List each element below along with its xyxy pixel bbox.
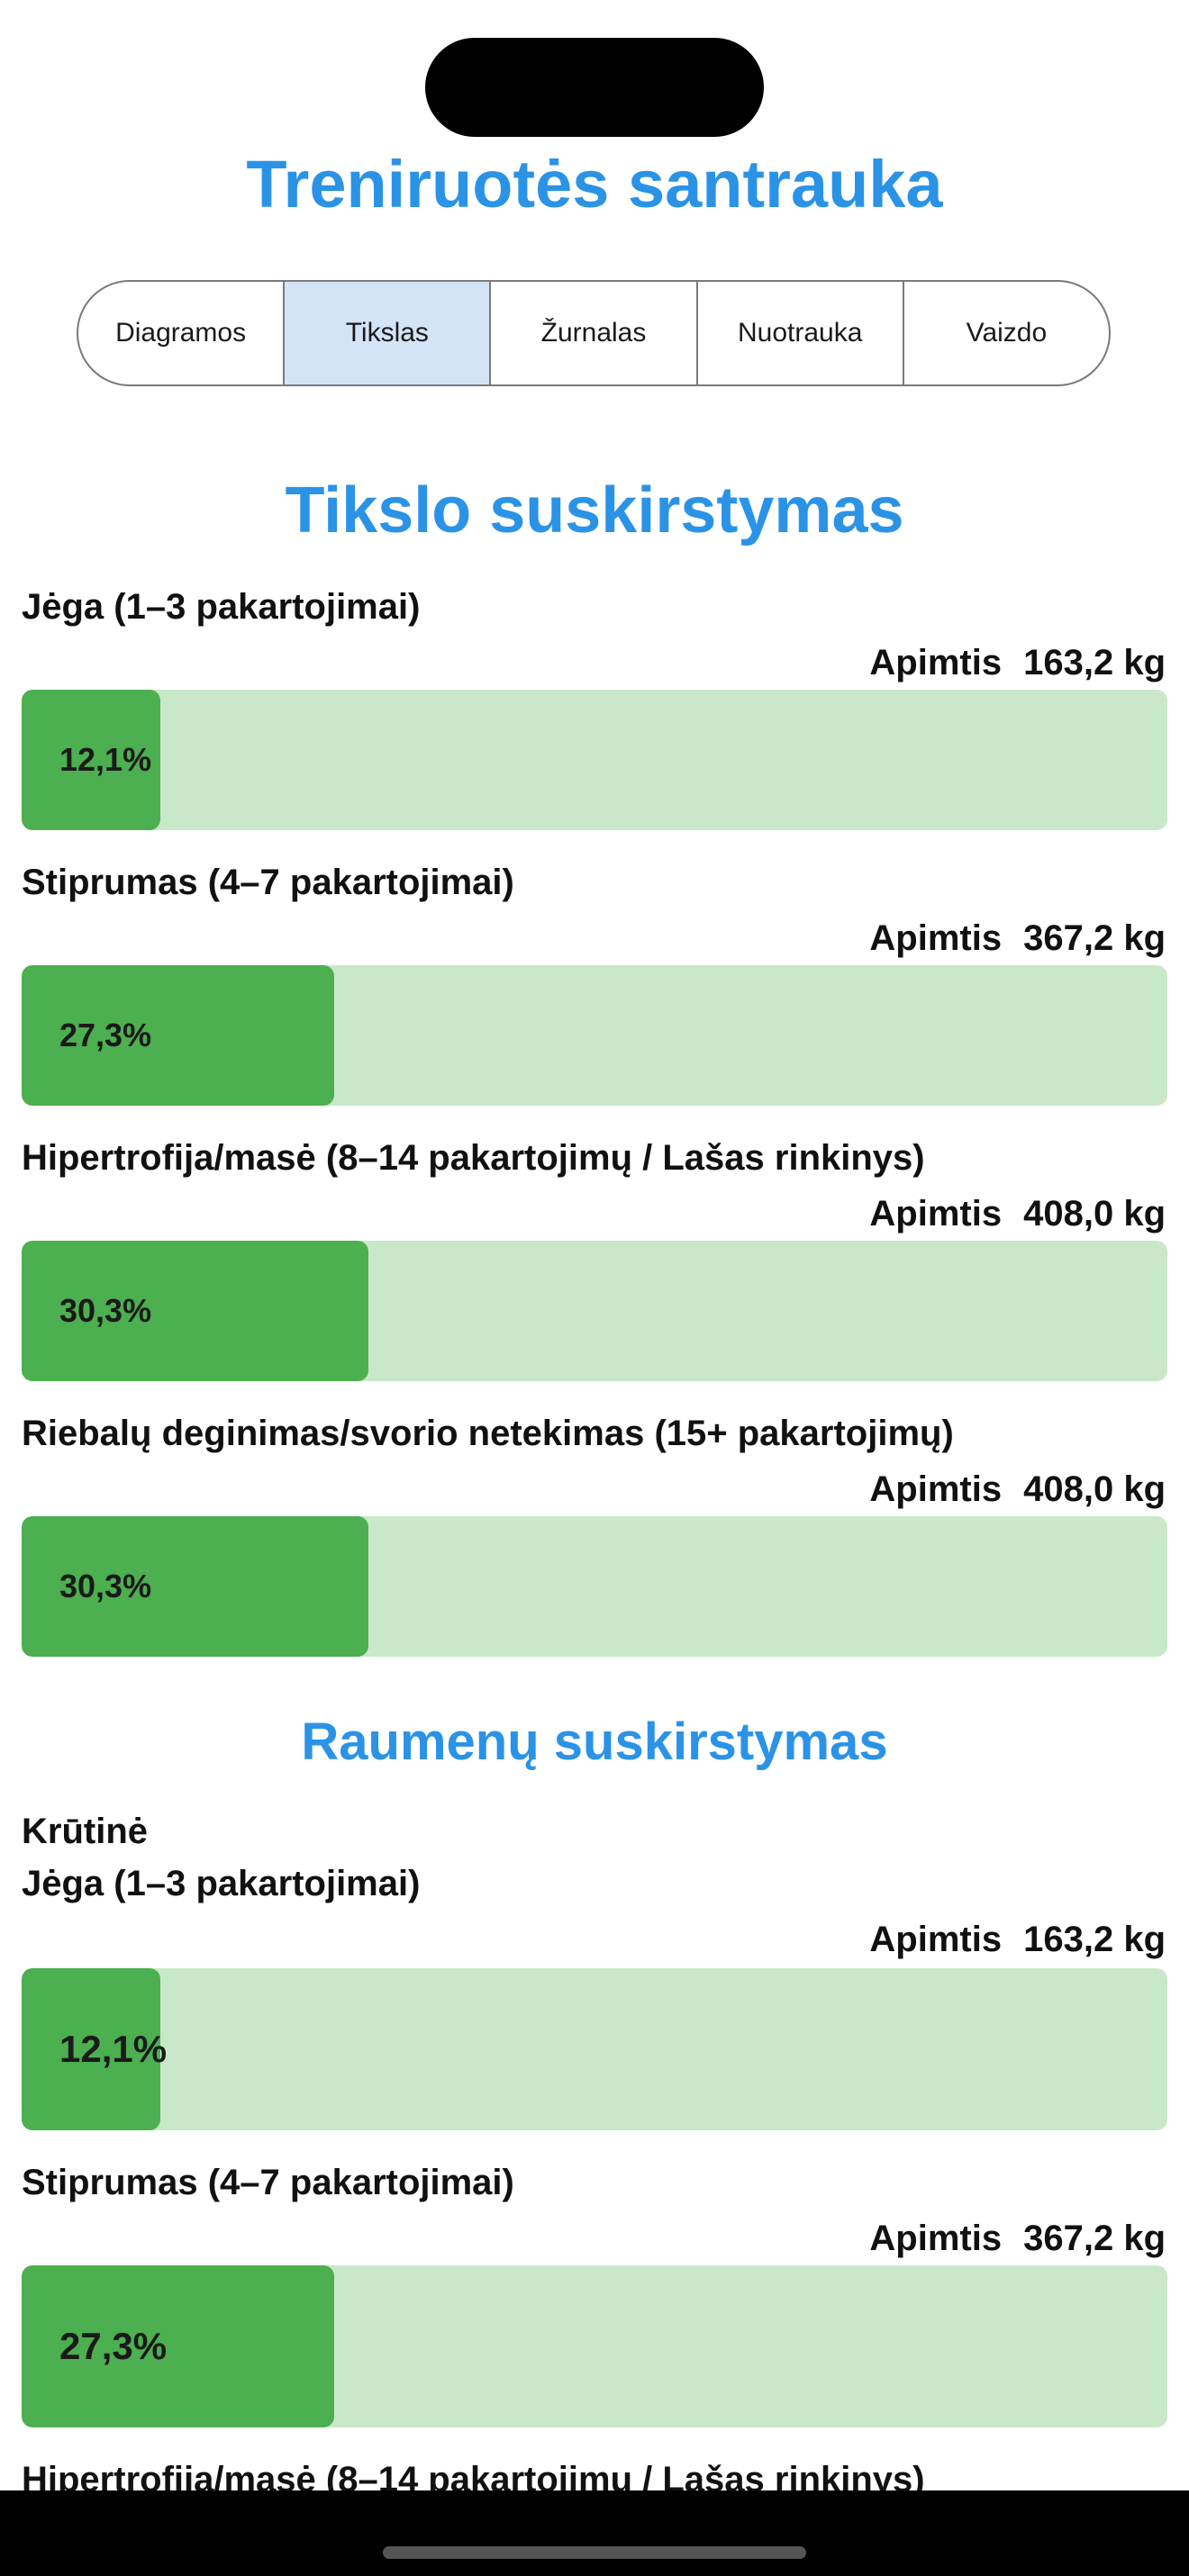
muscle-group-label: Krūtinė <box>22 1812 148 1851</box>
progress-fill <box>22 2265 335 2427</box>
muscle-section-title: Raumenų suskirstymas <box>301 1713 888 1771</box>
page-title: Treniruotės santrauka <box>246 147 943 221</box>
progress-bar: 30,3% <box>22 1241 1167 1381</box>
volume-label: Apimtis <box>869 2219 1003 2258</box>
tab-vaizdo[interactable]: Vaizdo <box>966 318 1048 348</box>
progress-bar: 27,3% <box>22 2265 1167 2427</box>
progress-percent: 30,3% <box>59 1292 152 1329</box>
volume-value: 408,0 kg <box>1023 1194 1166 1234</box>
progress-bar: 12,1% <box>22 1968 1167 2130</box>
volume-label: Apimtis <box>869 918 1003 958</box>
dynamic-island <box>425 38 764 137</box>
progress-percent: 12,1% <box>59 741 152 778</box>
volume-value: 163,2 kg <box>1023 643 1166 682</box>
volume-label: Apimtis <box>869 1194 1003 1234</box>
tab-diagramos[interactable]: Diagramos <box>78 282 286 384</box>
goal-item-volume: Apimtis 163,2 kg <box>869 643 1166 683</box>
volume-value: 367,2 kg <box>1023 918 1166 958</box>
muscle-item-label: Stiprumas (4–7 pakartojimai) <box>22 2163 514 2202</box>
goal-item-label: Riebalų deginimas/svorio netekimas (15+ … <box>22 1414 954 1453</box>
progress-fill <box>22 1516 369 1657</box>
progress-fill <box>22 1968 160 2130</box>
muscle-item-volume: Apimtis 163,2 kg <box>869 1920 1166 1960</box>
volume-label: Apimtis <box>869 1469 1003 1509</box>
muscle-item-label: Jėga (1–3 pakartojimai) <box>22 1864 421 1903</box>
goal-item-label: Jėga (1–3 pakartojimai) <box>22 587 421 627</box>
volume-value: 367,2 kg <box>1023 2219 1166 2258</box>
goal-item-volume: Apimtis 408,0 kg <box>869 1469 1166 1510</box>
tab-bar: Diagramos Tikslas Žurnalas Nuotrauka Vai… <box>77 280 1111 386</box>
bottom-bar <box>0 2490 1189 2576</box>
volume-value: 408,0 kg <box>1023 1469 1166 1509</box>
progress-fill <box>22 965 335 1106</box>
goal-item-volume: Apimtis 367,2 kg <box>869 918 1166 959</box>
progress-percent: 27,3% <box>59 2325 168 2367</box>
volume-value: 163,2 kg <box>1023 1920 1166 1959</box>
progress-bar: 27,3% <box>22 965 1167 1106</box>
progress-percent: 30,3% <box>59 1568 152 1604</box>
muscle-item-volume: Apimtis 367,2 kg <box>869 2219 1166 2259</box>
progress-fill <box>22 690 160 830</box>
progress-percent: 27,3% <box>59 1017 152 1053</box>
tab-nuotrauka[interactable]: Nuotrauka <box>698 282 904 384</box>
progress-fill <box>22 1241 369 1381</box>
volume-label: Apimtis <box>869 643 1003 682</box>
volume-label: Apimtis <box>869 1920 1003 1959</box>
goal-item-label: Stiprumas (4–7 pakartojimai) <box>22 863 514 902</box>
goal-item-label: Hipertrofija/masė (8–14 pakartojimų / La… <box>22 1138 925 1178</box>
goal-section-title: Tikslo suskirstymas <box>285 475 904 547</box>
progress-bar: 12,1% <box>22 690 1167 830</box>
tab-zurnalas[interactable]: Žurnalas <box>491 282 698 384</box>
tab-tikslas[interactable]: Tikslas <box>285 282 492 384</box>
goal-item-volume: Apimtis 408,0 kg <box>869 1194 1166 1234</box>
progress-percent: 12,1% <box>59 2028 168 2070</box>
home-indicator[interactable] <box>383 2546 806 2559</box>
progress-bar: 30,3% <box>22 1516 1167 1657</box>
